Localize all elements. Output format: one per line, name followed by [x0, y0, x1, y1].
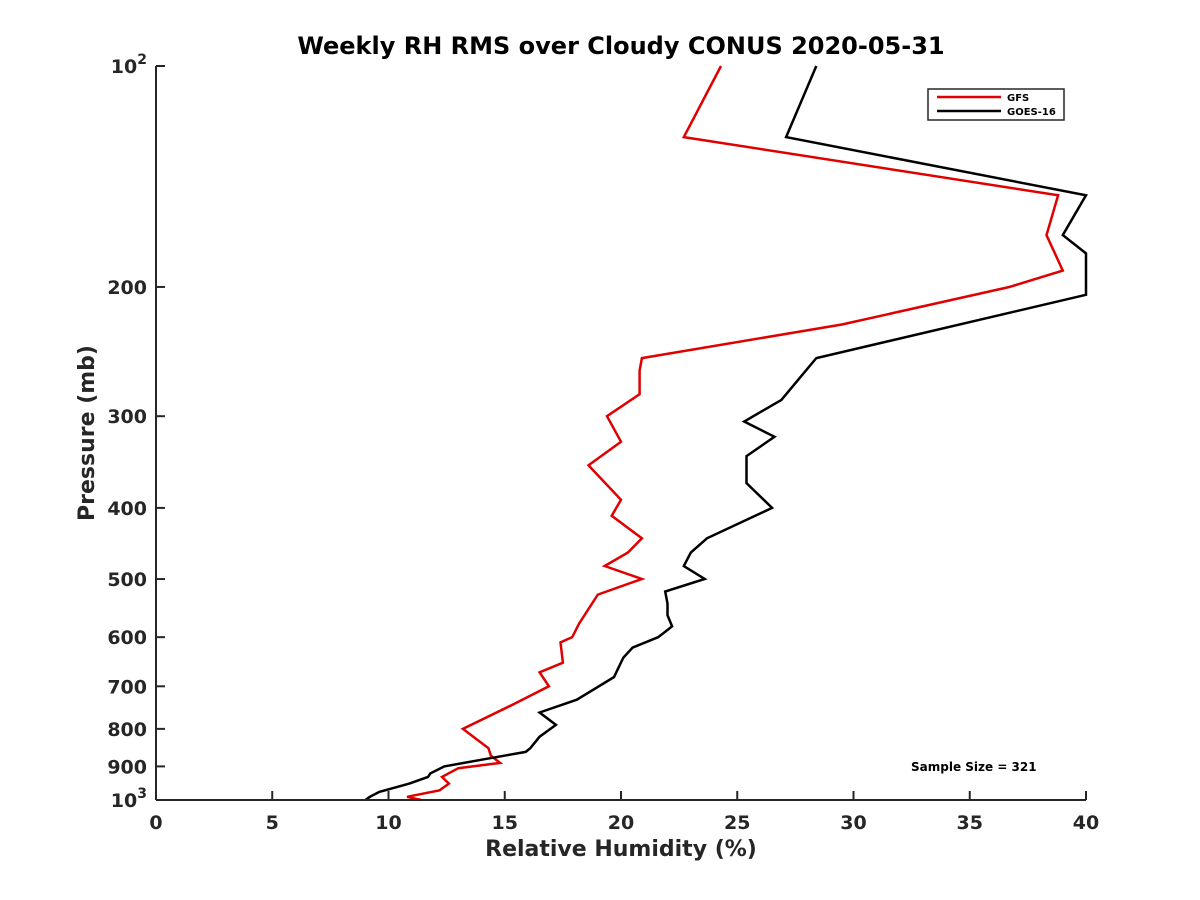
x-tick-label: 15 — [492, 812, 518, 834]
x-tick-label: 35 — [957, 812, 983, 834]
y-tick-label: 102 — [111, 52, 147, 78]
y-tick-label: 200 — [107, 277, 147, 299]
x-tick-label: 30 — [840, 812, 866, 834]
x-tick-label: 20 — [608, 812, 634, 834]
x-tick-label: 5 — [266, 812, 279, 834]
x-axis-label: Relative Humidity (%) — [485, 837, 757, 862]
y-tick-label: 103 — [111, 786, 147, 812]
y-tick-label: 900 — [107, 756, 147, 778]
sample-size-annotation: Sample Size = 321 — [911, 760, 1037, 774]
y-tick-label: 300 — [107, 406, 147, 428]
x-tick-label: 40 — [1073, 812, 1099, 834]
y-tick-label: 600 — [107, 627, 147, 649]
legend-box — [927, 88, 1065, 121]
x-tick-label: 0 — [149, 812, 162, 834]
series-line-goes16 — [364, 65, 1088, 802]
legend-label-goes16: GOES-16 — [1007, 107, 1056, 118]
x-tick-label: 25 — [724, 812, 750, 834]
y-axis-label: Pressure (mb) — [75, 345, 100, 521]
y-tick-label: 800 — [107, 719, 147, 741]
y-tick-label: 500 — [107, 569, 147, 591]
series-line-gfs — [406, 65, 1065, 802]
y-ticks: 102 200 300 400 500 600 700 800 900 103 — [107, 52, 165, 812]
y-tick-label: 700 — [107, 676, 147, 698]
legend-label-gfs: GFS — [1007, 93, 1029, 104]
plot-area: 0 5 10 15 20 25 30 35 40 102 200 300 400 500 600 700 80… — [107, 52, 1099, 834]
x-tick-label: 10 — [375, 812, 401, 834]
x-ticks: 0 5 10 15 20 25 30 35 40 — [149, 791, 1099, 834]
legend: GFS GOES-16 — [927, 88, 1065, 121]
chart-title: Weekly RH RMS over Cloudy CONUS 2020-05-… — [297, 32, 944, 60]
y-tick-label: 400 — [107, 498, 147, 520]
series-layer — [364, 65, 1088, 802]
